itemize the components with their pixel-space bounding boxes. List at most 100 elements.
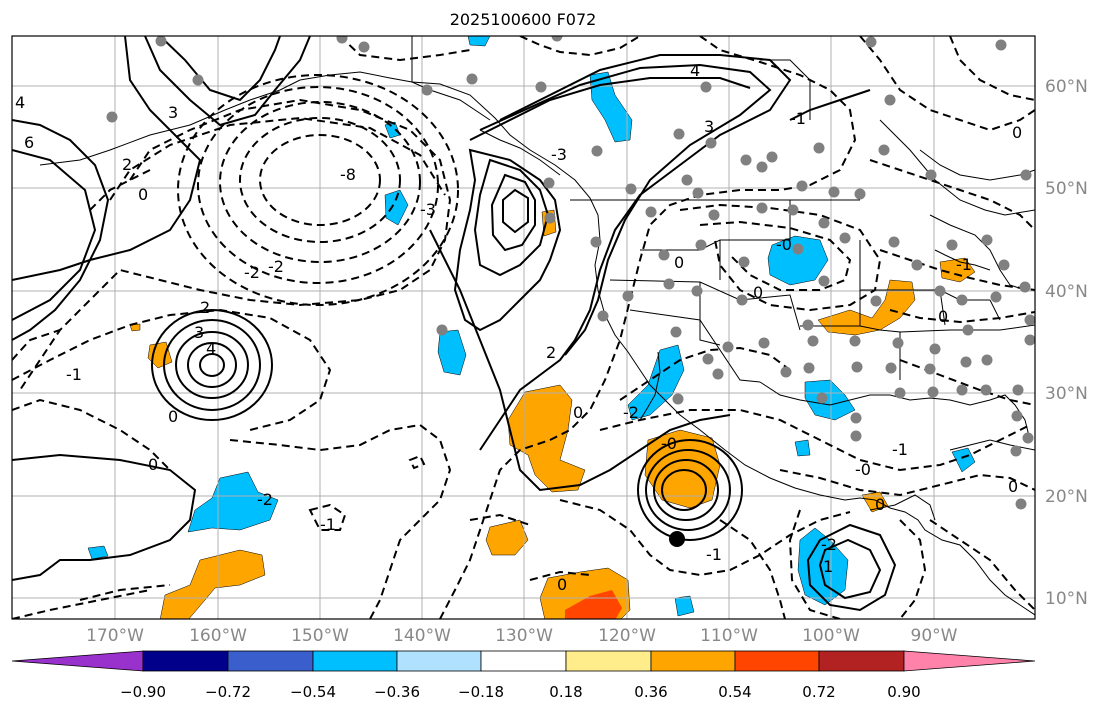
coastlines-borders [39,36,1035,616]
lat-label: 30°N [1045,384,1088,404]
positive-shading [817,279,916,336]
lon-label: 110°W [700,626,758,646]
contour-label: -2 [623,403,639,422]
positive-shading [485,519,529,556]
colorbar-tick: −0.18 [458,683,504,701]
negative-shading [384,189,409,226]
lat-label: 20°N [1045,487,1088,507]
contour-label: -0 [661,434,677,453]
tc-position-marker [669,531,685,547]
contour-label: -0 [855,460,871,479]
contour-label: 4 [206,339,216,358]
contour-label: -2 [821,535,837,554]
station-markers [106,36,1035,510]
lon-label: 170°W [86,626,144,646]
colorbar-segment [650,650,736,672]
positive-shading [565,590,622,619]
lat-label: 60°N [1045,77,1088,97]
contour-label: -2 [268,257,284,276]
negative-shading [589,71,633,143]
solid-contours [12,36,897,612]
contour-label: 2 [122,155,132,174]
contour-label: 4 [15,93,25,112]
negative-shading [627,344,685,421]
contour-label: 3 [704,117,714,136]
lat-label: 10°N [1045,589,1088,609]
colorbar-extend-low [11,650,144,672]
colorbar [11,650,1036,672]
contour-label: 0 [753,283,763,302]
colorbar-tick: −0.72 [205,683,251,701]
contour-label: -3 [420,200,436,219]
contour-label: 1 [823,557,833,576]
colorbar-tick: −0.36 [374,683,420,701]
lon-label: 100°W [802,626,860,646]
positive-shading [507,384,586,493]
map-title: 2025100600 F072 [449,10,597,29]
colorbar-segment [396,650,482,672]
lat-label: 50°N [1045,179,1088,199]
colorbar-segment [312,650,398,672]
contour-label: 0 [938,307,948,326]
colorbar-tick: 0.90 [887,683,921,701]
contour-label: 6 [24,133,34,152]
negative-shading [467,36,491,47]
contour-label: -8 [340,165,356,184]
positive-shading [159,549,266,619]
colorbar-segment [227,650,314,672]
negative-shading [951,447,976,473]
contour-label: -1 [956,255,972,274]
lon-label: 160°W [189,626,247,646]
negative-shading [187,471,279,533]
negative-shading [87,545,109,560]
colorbar-segment [818,650,905,672]
colorbar-extend-high [903,650,1036,672]
contour-label: 3 [168,103,178,122]
colorbar-tick: 0.54 [718,683,752,701]
negative-shading [767,235,829,286]
contour-label: -1 [66,365,82,384]
colorbar-tick: 0.18 [549,683,583,701]
contour-label: 0 [1012,123,1022,142]
negative-shading [384,121,401,139]
colorbar-tick: −0.54 [290,683,336,701]
colorbar-segment [565,650,652,672]
contour-label: 4 [690,61,700,80]
lon-label: 130°W [495,626,553,646]
shading-layer [87,36,976,619]
contour-label: -3 [551,145,567,164]
colorbar-tick: 0.72 [802,683,836,701]
contour-label: 0 [168,407,178,426]
lon-label: 150°W [291,626,349,646]
positive-shading [644,429,721,509]
contour-label: 2 [200,298,210,317]
colorbar-segment [142,650,229,672]
contour-label-layer: 6 4 3 2 0 -8 -3 -2 2 4 3 0 -1 -2 -1 0 2 … [15,61,1022,594]
contour-label: 0 [674,253,684,272]
lat-label: 40°N [1045,282,1088,302]
contour-label: -2 [244,263,260,282]
contour-label: 0 [148,455,158,474]
map-content: 6 4 3 2 0 -8 -3 -2 2 4 3 0 -1 -2 -1 0 2 … [12,36,1035,619]
contour-label: 0 [875,495,885,514]
contour-label: -2 [257,490,273,509]
colorbar-segment [734,650,820,672]
contour-label: -1 [320,515,336,534]
colorbar-tick: 0.36 [634,683,668,701]
contour-label: 2 [546,343,556,362]
contour-label: -1 [790,109,806,128]
contour-label: 0 [138,185,148,204]
map-frame [11,35,1036,620]
lon-label: 140°W [393,626,451,646]
contour-label: 0 [1008,477,1018,496]
contour-label: -0 [776,235,792,254]
colorbar-segment [480,650,567,672]
negative-shading [674,595,695,617]
negative-shading [437,329,467,376]
lon-label: 120°W [598,626,656,646]
negative-shading [794,439,811,457]
contour-label: 0 [557,575,567,594]
contour-label: 0 [573,403,583,422]
dashed-contours [12,36,1035,619]
